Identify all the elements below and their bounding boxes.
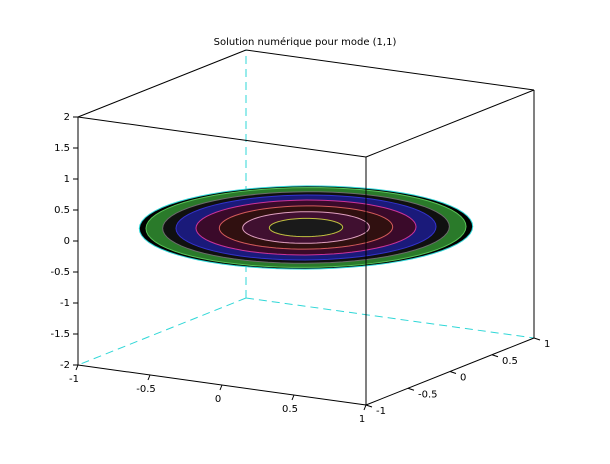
surface-ring	[268, 217, 344, 238]
back-edge	[245, 297, 535, 339]
box-edge	[77, 49, 247, 118]
x-tick	[291, 394, 295, 401]
y-tick	[533, 337, 541, 341]
z-tick-label: -1	[60, 298, 70, 309]
x-tick-label: -0.5	[136, 384, 156, 395]
y-tick	[365, 404, 373, 408]
z-tick-label: 1	[64, 174, 70, 185]
x-tick	[363, 404, 367, 411]
z-tick-label: -2	[60, 360, 70, 371]
box-edge	[245, 49, 535, 91]
y-tick-label: 0	[460, 373, 466, 384]
y-tick-label: 1	[544, 339, 550, 350]
y-tick	[491, 354, 499, 358]
x-tick	[219, 384, 223, 391]
z-tick-label: 2	[64, 112, 70, 123]
x-tick	[75, 364, 79, 371]
x-tick-label: 1	[359, 414, 365, 425]
x-tick-label: 0	[215, 394, 221, 405]
y-tick-label: -1	[376, 406, 386, 417]
y-tick	[407, 387, 415, 391]
y-tick-label: -0.5	[418, 389, 438, 400]
z-tick-label: 0.5	[54, 205, 70, 216]
y-tick-label: 0.5	[502, 356, 518, 367]
z-tick-label: 1.5	[54, 143, 70, 154]
x-tick	[147, 374, 151, 381]
box-edge	[77, 116, 367, 158]
chart-title: Solution numérique pour mode (1,1)	[214, 36, 397, 48]
z-tick-label: 0	[64, 236, 70, 247]
y-tick	[449, 371, 457, 374]
x-tick-label: -1	[69, 374, 79, 385]
x-tick-label: 0.5	[282, 404, 298, 415]
box-edge	[365, 89, 535, 158]
back-edge	[77, 297, 247, 366]
z-tick-label: -0.5	[50, 267, 70, 278]
z-tick-label: -1.5	[50, 329, 70, 340]
